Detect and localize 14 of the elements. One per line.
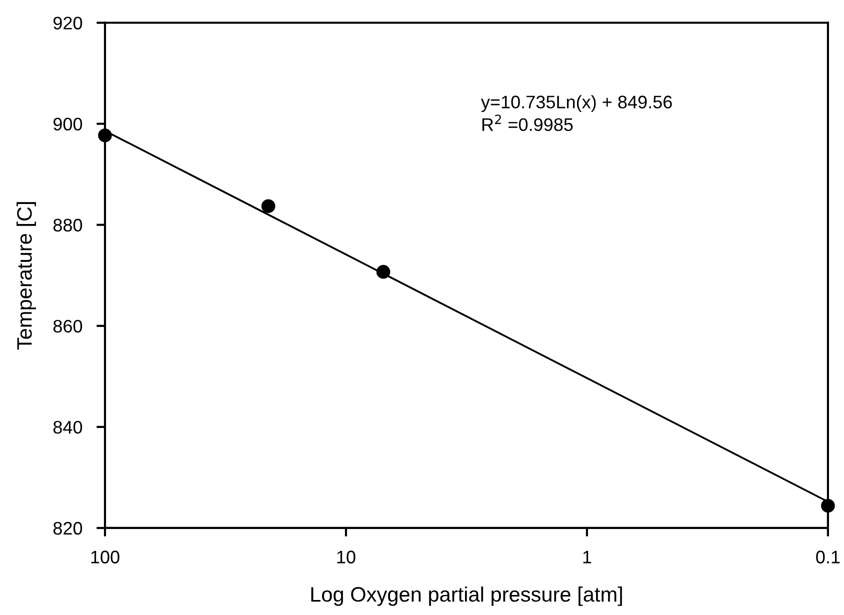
y-axis-title: Temperature [C] bbox=[16, 202, 36, 350]
y-tick-label: 820 bbox=[53, 522, 82, 535]
y-tick-label: 840 bbox=[53, 420, 82, 434]
x-tick-label: 0.1 bbox=[816, 550, 840, 564]
x-axis-title: Log Oxygen partial pressure [atm] bbox=[311, 586, 622, 606]
y-tick-label: 900 bbox=[53, 118, 82, 131]
y-tick-label: 880 bbox=[53, 218, 82, 232]
x-tick-label: 10 bbox=[337, 550, 356, 564]
annotation: R$^{2}$ =0.9985 bbox=[482, 114, 573, 132]
x-tick-label: 1 bbox=[583, 550, 592, 564]
y-tick-label: 860 bbox=[53, 320, 82, 333]
annotation: y=10.735Ln(x) + 849.56 bbox=[480, 95, 672, 112]
y-tick-label: 920 bbox=[53, 16, 82, 30]
x-tick-label: 100 bbox=[91, 550, 120, 564]
